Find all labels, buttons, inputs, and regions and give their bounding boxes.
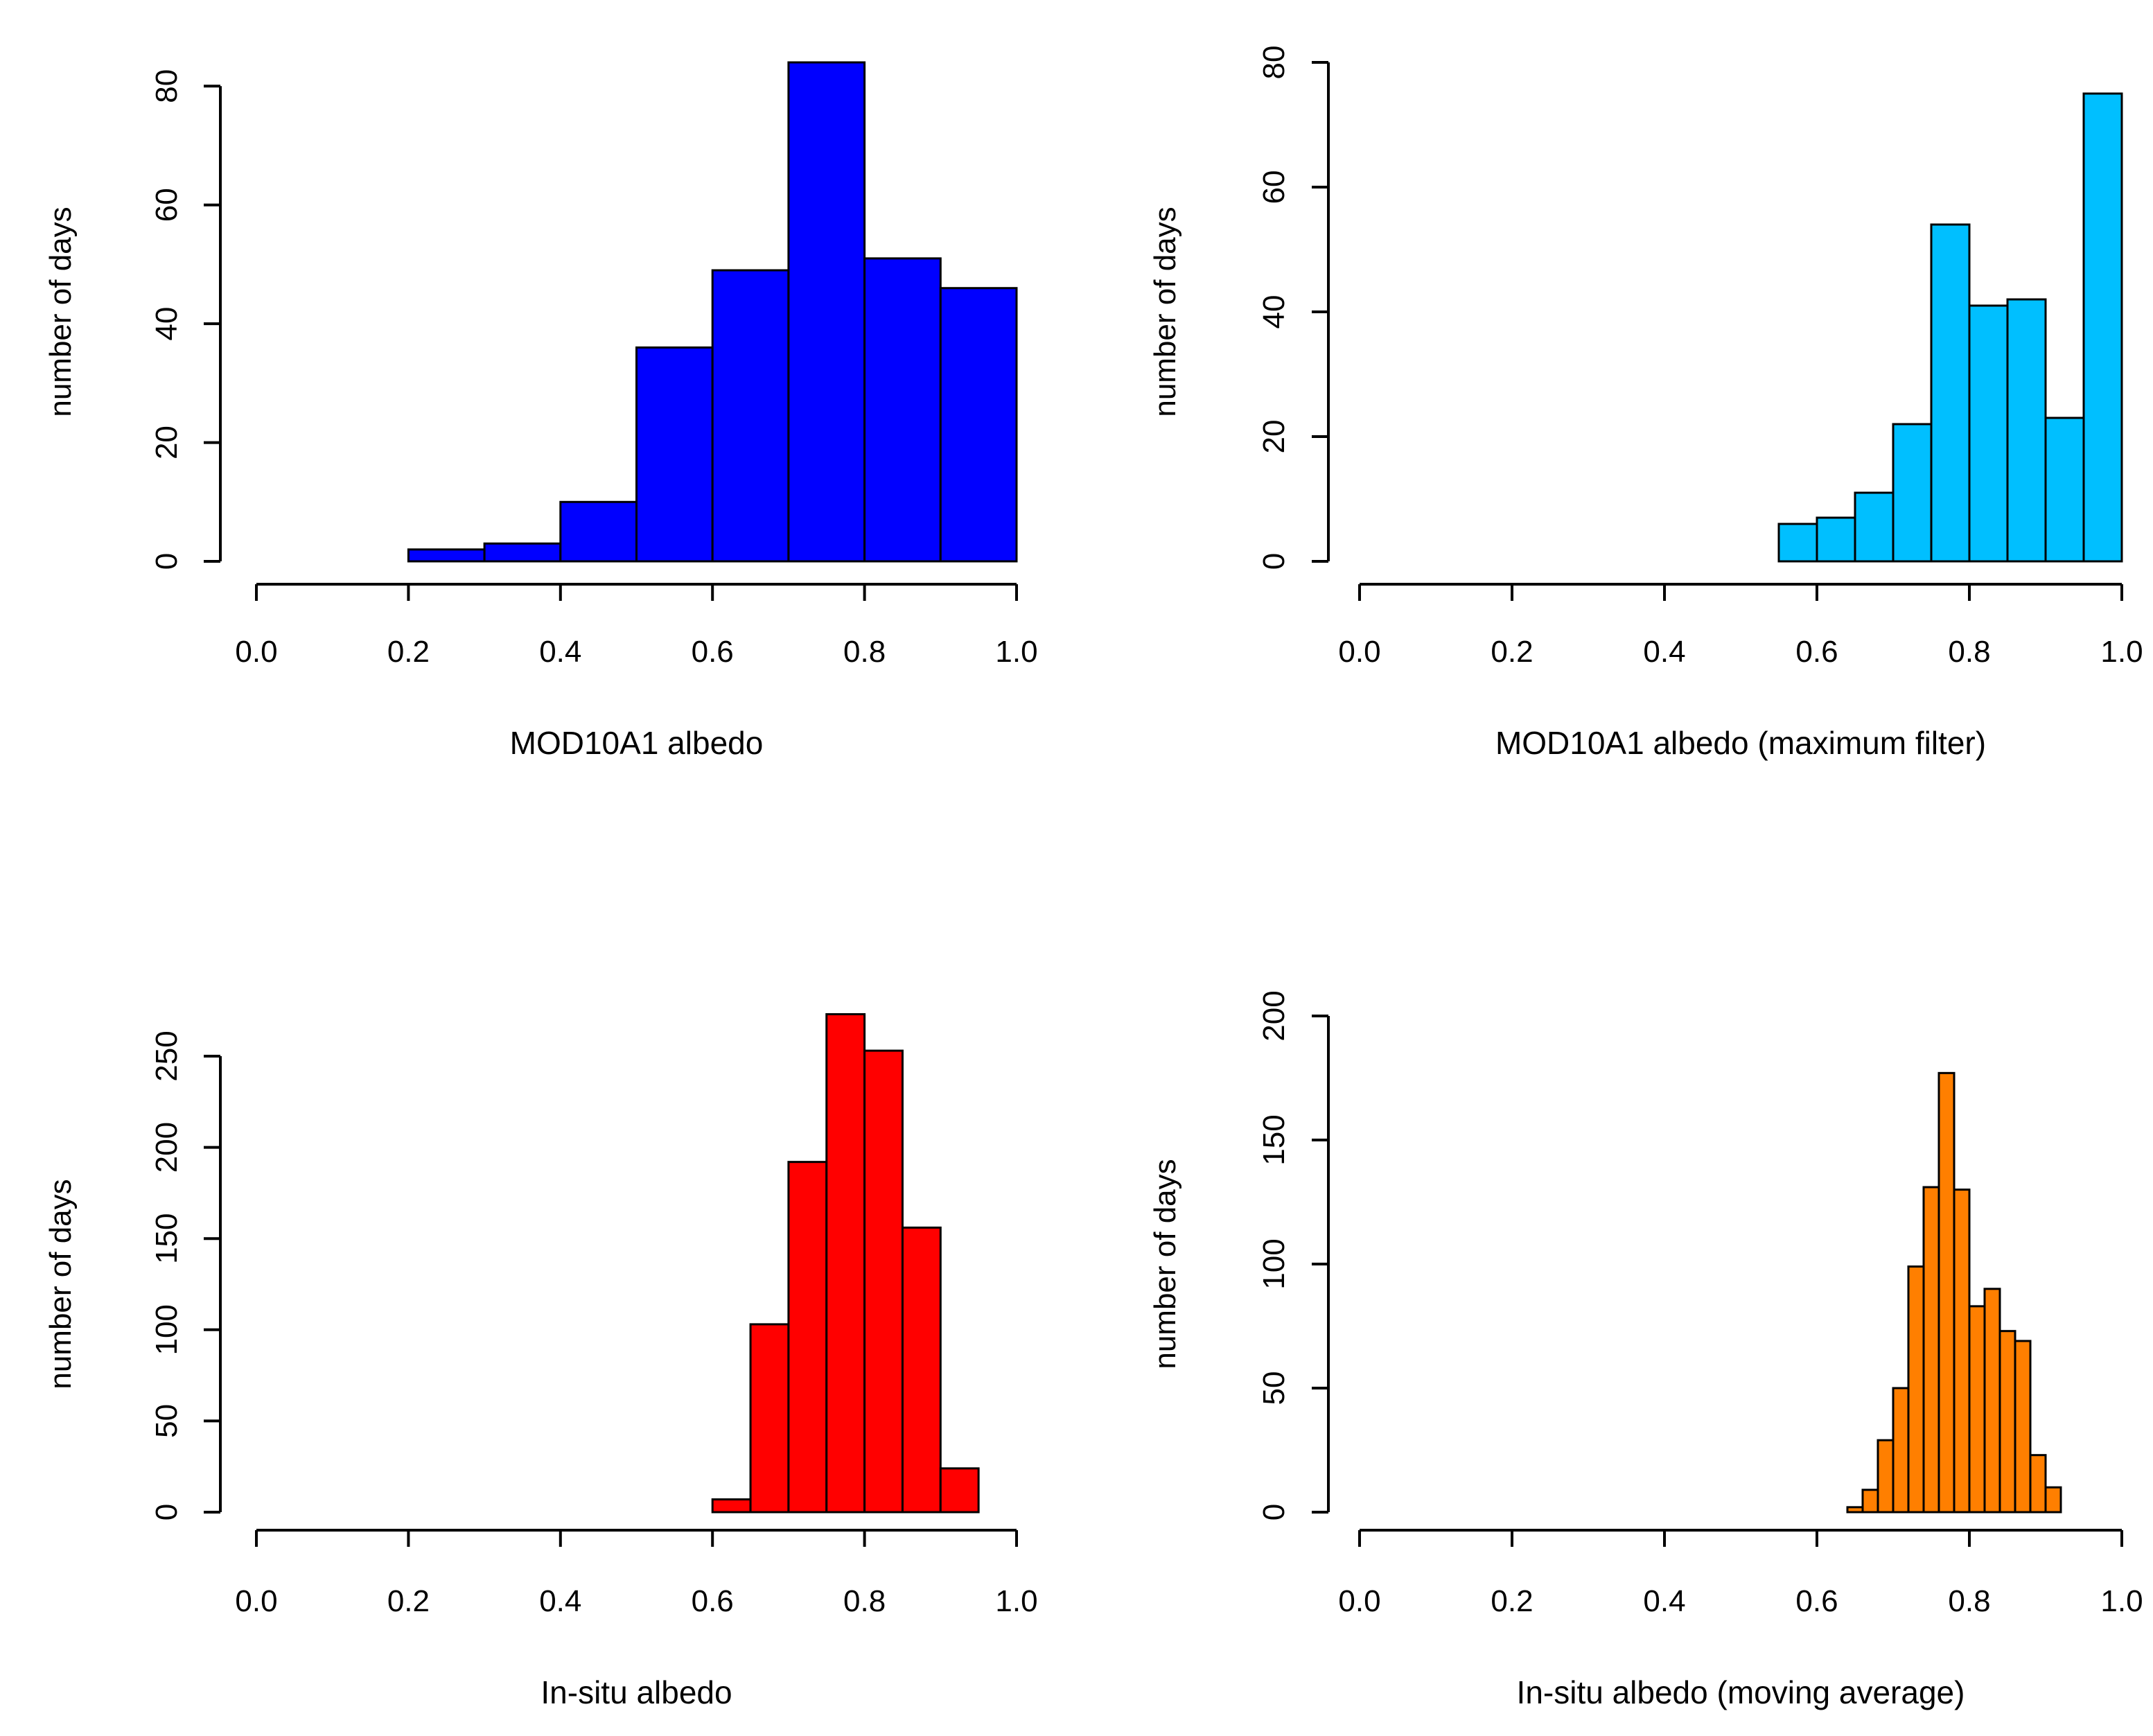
y-tick-label: 40 bbox=[1257, 295, 1291, 329]
y-tick-label: 60 bbox=[1257, 170, 1291, 204]
histogram-bar bbox=[1922, 1186, 1940, 1514]
histogram-bar bbox=[2044, 417, 2085, 563]
histogram-bar bbox=[825, 1012, 866, 1514]
y-tick-label: 100 bbox=[150, 1304, 184, 1355]
x-tick-label: 0.2 bbox=[1491, 1584, 1533, 1618]
histogram-bar bbox=[1892, 423, 1933, 563]
histogram-bar bbox=[1953, 1189, 1971, 1514]
histogram-bar bbox=[939, 287, 1018, 563]
histogram-bar bbox=[635, 346, 714, 563]
x-tick-label: 0.4 bbox=[539, 1584, 581, 1618]
x-tick-label: 0.2 bbox=[1491, 635, 1533, 669]
y-tick-label: 150 bbox=[150, 1213, 184, 1263]
y-tick-label: 100 bbox=[1257, 1238, 1291, 1289]
x-tick-label: 0.0 bbox=[1338, 635, 1380, 669]
histogram-bar bbox=[1777, 523, 1818, 563]
histogram-bar bbox=[1907, 1265, 1925, 1514]
x-tick-label: 0.8 bbox=[843, 1584, 886, 1618]
histogram-bar bbox=[1846, 1506, 1864, 1514]
x-tick-label: 1.0 bbox=[995, 1584, 1037, 1618]
histogram-bar bbox=[863, 257, 942, 563]
y-tick-label: 40 bbox=[150, 307, 184, 341]
histogram-panel-2: 0.0 0.2 0.4 0.6 0.8 1.0 0 20 40 60 80 MOD10A1 albed… bbox=[1148, 46, 2143, 761]
x-tick-label: 0.0 bbox=[235, 635, 277, 669]
x-tick-label: 0.6 bbox=[1795, 635, 1838, 669]
y-tick-label: 80 bbox=[1257, 46, 1291, 80]
histogram-bar bbox=[1968, 304, 2009, 563]
x-axis-title: MOD10A1 albedo bbox=[510, 725, 764, 761]
histogram-bar bbox=[1877, 1439, 1895, 1514]
x-tick-label: 1.0 bbox=[2100, 1584, 2143, 1618]
histogram-bar bbox=[1968, 1305, 1986, 1514]
x-tick-label: 1.0 bbox=[2100, 635, 2143, 669]
x-tick-label: 0.6 bbox=[1795, 1584, 1838, 1618]
y-axis-title: number of days bbox=[44, 1179, 78, 1389]
y-axis-title: number of days bbox=[44, 207, 78, 417]
histogram-bar bbox=[2006, 298, 2047, 563]
histogram-bar bbox=[1854, 491, 1895, 563]
histogram-bar bbox=[711, 269, 790, 563]
y-tick-label: 250 bbox=[150, 1031, 184, 1081]
histogram-bar bbox=[1930, 223, 1971, 563]
histogram-bar bbox=[1998, 1330, 2016, 1514]
histogram-bar bbox=[2082, 92, 2123, 563]
y-tick-label: 200 bbox=[150, 1122, 184, 1173]
y-axis-title: number of days bbox=[1148, 1159, 1182, 1369]
y-tick-label: 50 bbox=[150, 1404, 184, 1438]
histogram-panel-3: 0.0 0.2 0.4 0.6 0.8 1.0 0 50 100 150 200 250 In-situ… bbox=[44, 1012, 1038, 1710]
histogram-bar bbox=[2014, 1340, 2032, 1514]
histogram-bar bbox=[939, 1467, 980, 1514]
histogram-bar bbox=[2029, 1454, 2047, 1514]
histogram-bar bbox=[1861, 1489, 1879, 1514]
histogram-bar bbox=[787, 1161, 828, 1514]
y-tick-label: 60 bbox=[150, 188, 184, 222]
x-tick-label: 0.0 bbox=[1338, 1584, 1380, 1618]
x-tick-label: 0.8 bbox=[1948, 635, 1990, 669]
x-tick-label: 0.6 bbox=[692, 1584, 734, 1618]
y-tick-label: 0 bbox=[150, 553, 184, 570]
y-tick-label: 80 bbox=[150, 69, 184, 103]
x-axis-title: MOD10A1 albedo (maximum filter) bbox=[1495, 725, 1986, 761]
histogram-bar bbox=[1937, 1071, 1956, 1514]
x-tick-label: 0.4 bbox=[539, 635, 581, 669]
y-tick-label: 20 bbox=[150, 426, 184, 459]
histogram-panel-1: 0.0 0.2 0.4 0.6 0.8 1.0 0 20 40 60 80 MOD10A1 albed… bbox=[44, 61, 1038, 761]
histogram-bar bbox=[1983, 1288, 2001, 1514]
x-tick-label: 0.0 bbox=[235, 1584, 277, 1618]
y-tick-label: 50 bbox=[1257, 1371, 1291, 1405]
histogram-bar bbox=[787, 61, 866, 563]
y-tick-label: 150 bbox=[1257, 1114, 1291, 1165]
x-tick-label: 0.8 bbox=[1948, 1584, 1990, 1618]
histogram-bar bbox=[483, 542, 562, 563]
x-tick-label: 0.2 bbox=[387, 1584, 430, 1618]
x-axis-title: In-situ albedo (moving average) bbox=[1517, 1674, 1965, 1710]
histogram-bar bbox=[863, 1049, 904, 1514]
histogram-bar bbox=[749, 1323, 790, 1514]
histogram-bar bbox=[407, 548, 486, 563]
y-tick-label: 0 bbox=[1257, 553, 1291, 570]
histogram-bar bbox=[1892, 1387, 1910, 1514]
histogram-bar bbox=[1816, 516, 1856, 563]
x-tick-label: 0.8 bbox=[843, 635, 886, 669]
y-axis-title: number of days bbox=[1148, 207, 1182, 417]
histogram-bar bbox=[711, 1498, 752, 1514]
x-tick-label: 0.4 bbox=[1643, 635, 1685, 669]
histogram-bar bbox=[559, 500, 638, 563]
x-tick-label: 1.0 bbox=[995, 635, 1037, 669]
y-tick-label: 0 bbox=[150, 1504, 184, 1520]
y-tick-label: 200 bbox=[1257, 990, 1291, 1041]
y-tick-label: 20 bbox=[1257, 420, 1291, 454]
x-tick-label: 0.6 bbox=[692, 635, 734, 669]
histogram-panel-4: 0.0 0.2 0.4 0.6 0.8 1.0 0 50 100 150 200 In-situ al… bbox=[1148, 990, 2143, 1710]
histogram-bar bbox=[2044, 1486, 2062, 1514]
x-tick-label: 0.2 bbox=[387, 635, 430, 669]
x-tick-label: 0.4 bbox=[1643, 1584, 1685, 1618]
y-tick-label: 0 bbox=[1257, 1504, 1291, 1520]
x-axis-title: In-situ albedo bbox=[541, 1674, 732, 1710]
histogram-bar bbox=[901, 1226, 942, 1514]
